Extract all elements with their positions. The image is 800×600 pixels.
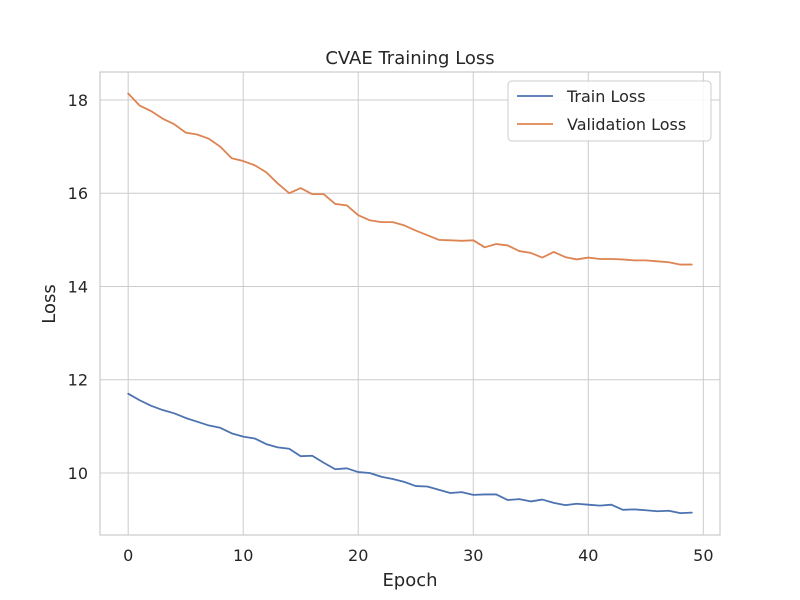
legend-box	[507, 80, 712, 142]
legend-label-validation-loss: Validation Loss	[567, 115, 686, 134]
y-tick-label: 10	[68, 464, 88, 483]
series-layer	[127, 92, 693, 514]
y-axis-ticks: 10 12 14 16 18	[68, 91, 88, 483]
legend-label-train-loss: Train Loss	[566, 87, 646, 106]
grid-lines	[100, 72, 720, 535]
plot-area	[100, 72, 720, 535]
y-axis-label: Loss	[39, 284, 60, 323]
series-line-validation-loss	[127, 92, 693, 266]
legend: Train Loss Validation Loss	[507, 80, 712, 142]
x-tick-label: 20	[348, 546, 368, 565]
x-tick-label: 0	[123, 546, 133, 565]
y-tick-label: 14	[68, 277, 88, 296]
x-tick-label: 30	[463, 546, 483, 565]
x-axis-ticks: 0 10 20 30 40 50	[123, 546, 713, 565]
plot-frame	[99, 71, 721, 536]
x-tick-label: 40	[578, 546, 598, 565]
y-tick-label: 18	[68, 91, 88, 110]
chart-title: CVAE Training Loss	[325, 48, 494, 69]
series-line-train-loss	[127, 392, 693, 514]
x-tick-label: 50	[693, 546, 713, 565]
x-tick-label: 10	[233, 546, 253, 565]
y-tick-label: 16	[68, 184, 88, 203]
y-tick-label: 12	[68, 371, 88, 390]
x-axis-label: Epoch	[382, 570, 437, 591]
